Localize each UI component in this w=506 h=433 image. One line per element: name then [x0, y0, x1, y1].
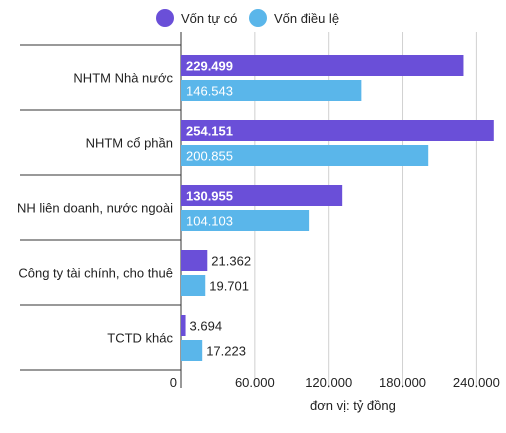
data-label-0-1: 254.151 [186, 124, 233, 139]
bar-0-2 [181, 185, 343, 206]
legend-marker-1 [249, 9, 267, 27]
data-label-0-2: 130.955 [186, 189, 233, 204]
bar-0-1 [181, 120, 494, 141]
category-label-2: NH liên doanh, nước ngoài [17, 201, 173, 216]
bar-1-4 [181, 340, 203, 361]
unit-note: đơn vị: tỷ đồng [310, 398, 396, 413]
x-tick-label-0: 0 [170, 375, 177, 390]
category-label-3: Công ty tài chính, cho thuê [18, 266, 173, 281]
legend-label-1: Vốn điều lệ [274, 11, 339, 26]
category-label-1: NHTM cổ phần [86, 136, 173, 151]
bar-0-4 [181, 315, 186, 336]
bar-1-2 [181, 210, 310, 231]
x-tick-label-2: 120.000 [305, 375, 352, 390]
bar-0-3 [181, 250, 208, 271]
data-label-0-3: 21.362 [211, 254, 251, 269]
data-label-1-0: 146.543 [186, 84, 233, 99]
x-axis: 0 60.000 120.000 180.000 240.000 [170, 375, 500, 390]
bars [181, 55, 494, 361]
legend: Vốn tự có Vốn điều lệ [156, 9, 339, 27]
data-label-1-4: 17.223 [206, 344, 246, 359]
x-tick-label-4: 240.000 [453, 375, 500, 390]
bar-1-3 [181, 275, 206, 296]
category-label-4: TCTD khác [107, 331, 173, 346]
category-label-0: NHTM Nhà nước [73, 71, 173, 86]
data-label-1-3: 19.701 [209, 279, 249, 294]
data-label-0-0: 229.499 [186, 59, 233, 74]
labels: NHTM Nhà nước 229.499 146.543 NHTM cổ phần 2… [17, 59, 251, 359]
data-label-0-4: 3.694 [190, 319, 223, 334]
legend-marker-0 [156, 9, 174, 27]
bar-1-0 [181, 80, 362, 101]
bar-0-0 [181, 55, 464, 76]
x-tick-label-1: 60.000 [235, 375, 275, 390]
legend-label-0: Vốn tự có [181, 11, 237, 26]
data-label-1-2: 104.103 [186, 214, 233, 229]
category-separators [20, 44, 181, 371]
bar-1-1 [181, 145, 429, 166]
x-tick-label-3: 180.000 [379, 375, 426, 390]
data-label-1-1: 200.855 [186, 149, 233, 164]
